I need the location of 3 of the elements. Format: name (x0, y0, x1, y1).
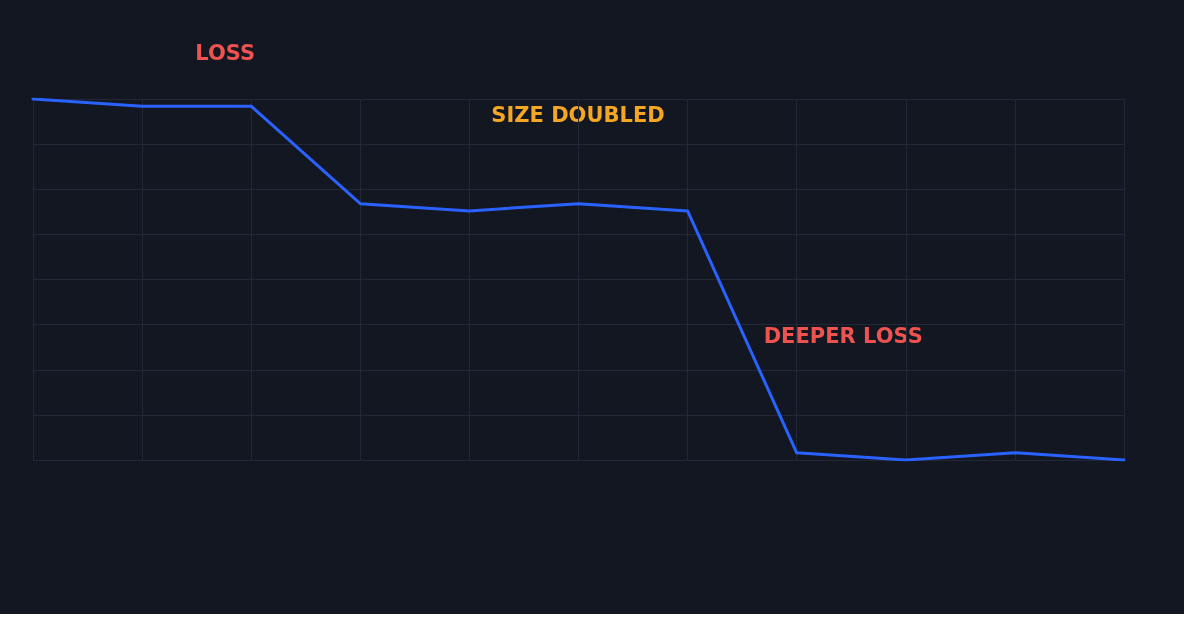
annotation: SIZE DOUBLED (491, 102, 665, 127)
annotation: DEEPER LOSS (763, 323, 923, 348)
text: LOSS (195, 41, 256, 66)
